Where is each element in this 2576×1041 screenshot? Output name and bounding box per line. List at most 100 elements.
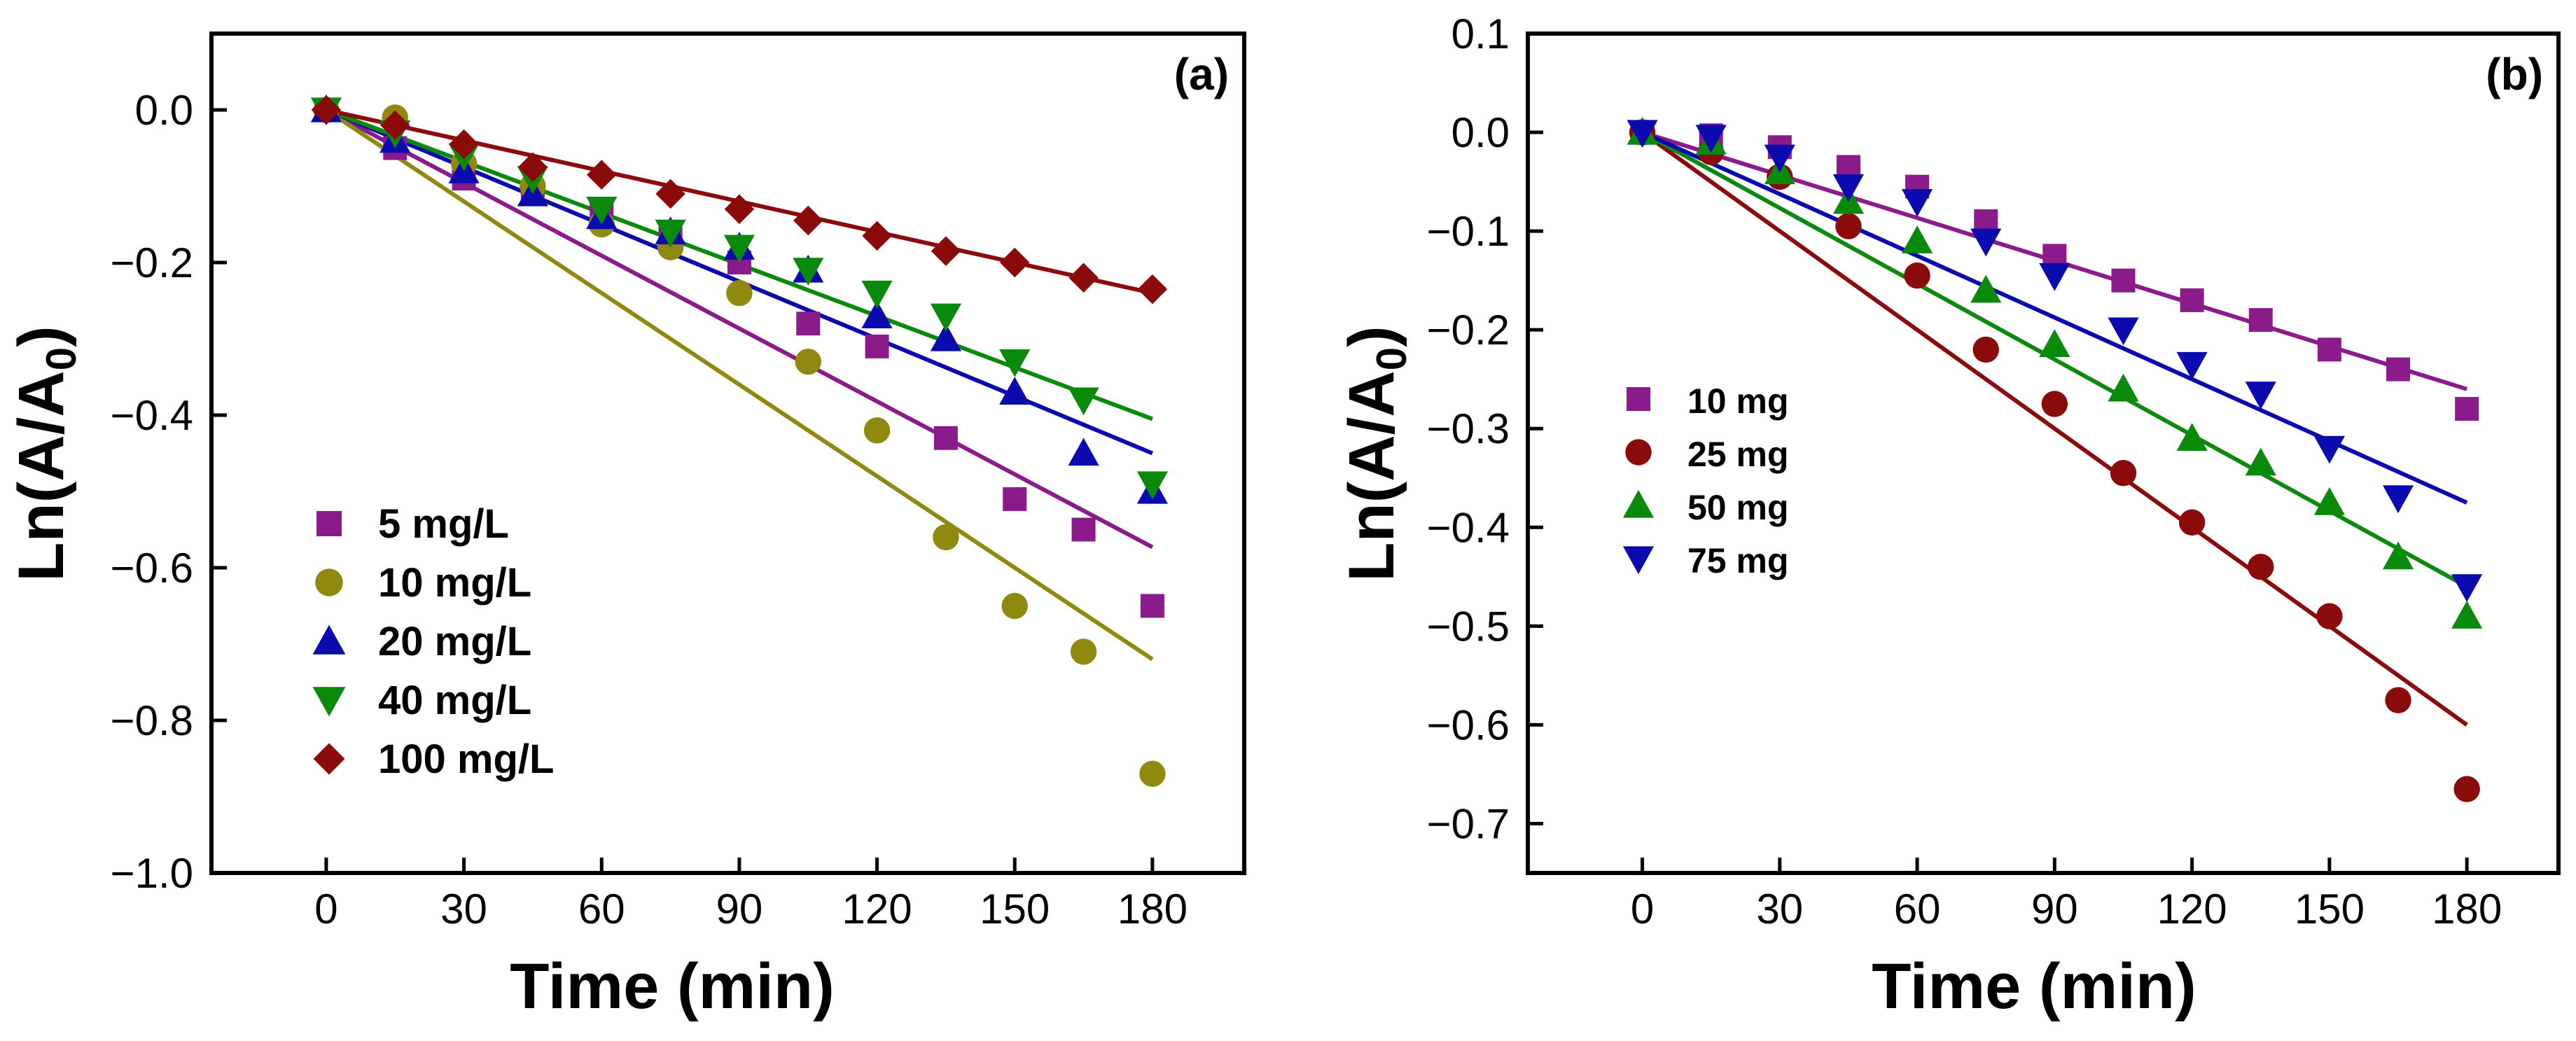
data-point-25-mg (2041, 391, 2068, 417)
y-axis-title-b: Ln(A/A0) (1336, 326, 1415, 582)
legend-label-75-mg: 75 mg (1687, 541, 1789, 580)
data-point-75-mg (2313, 435, 2345, 464)
y-axis-title-a: Ln(A/A0) (6, 326, 85, 582)
data-point-100-mg-l (862, 221, 892, 251)
data-point-10-mg (2386, 357, 2411, 382)
data-point-10-mg-l (1070, 638, 1097, 665)
y-tick-label-b: 0.0 (1451, 109, 1510, 156)
data-point-25-mg (1904, 262, 1930, 289)
data-point-75-mg (2039, 263, 2070, 291)
data-point-100-mg-l (1068, 263, 1099, 293)
x-tick-label-a: 60 (578, 886, 625, 932)
data-point-100-mg-l (655, 179, 685, 209)
x-tick-label-b: 0 (1631, 886, 1654, 932)
data-point-100-mg-l (931, 236, 961, 266)
data-point-25-mg (1835, 213, 1862, 239)
y-tick-label-b: −0.2 (1427, 307, 1510, 354)
data-point-10-mg-l (933, 524, 959, 551)
data-point-50-mg (2382, 541, 2414, 570)
data-point-5-mg-l (796, 312, 821, 336)
data-point-25-mg (2385, 687, 2411, 713)
data-point-25-mg (2178, 509, 2206, 536)
data-point-10-mg-l (863, 417, 891, 444)
legend-label-50-mg: 50 mg (1687, 488, 1789, 527)
data-point-5-mg-l (1140, 594, 1164, 618)
x-tick-label-a: 120 (842, 886, 912, 932)
y-tick-label-a: −0.2 (111, 239, 193, 286)
data-point-10-mg (2455, 397, 2479, 421)
data-point-100-mg-l (793, 205, 823, 236)
data-point-40-mg-l (930, 303, 961, 332)
data-point-25-mg (1972, 336, 1999, 363)
data-point-75-mg (1695, 125, 1727, 153)
data-point-75-mg (2451, 574, 2483, 603)
y-tick-label-b: −0.7 (1427, 800, 1510, 847)
data-point-75-mg (1970, 228, 2002, 257)
data-point-5-mg-l (933, 426, 958, 450)
data-point-40-mg-l (586, 197, 618, 225)
data-point-75-mg (2108, 317, 2139, 346)
legend-marker-5-mg-l (316, 511, 342, 536)
legend-marker-100-mg-l (313, 743, 345, 775)
y-tick-label-a: 0.0 (135, 87, 193, 134)
data-point-50-mg (2451, 601, 2483, 629)
y-tick-label-b: −0.6 (1427, 701, 1510, 748)
y-tick-label-b: −0.1 (1427, 208, 1510, 255)
data-point-25-mg (2248, 554, 2274, 580)
chart-panel-b: 0 30 60 90 120 150 180 0.1 0.0 −0.1 −0.2 −0.3 −0.4 −… (1336, 11, 2561, 1022)
x-tick-label-a: 30 (440, 886, 487, 932)
data-point-20-mg-l (999, 377, 1031, 405)
x-axis-title-b: Time (min) (1872, 951, 2196, 1022)
data-point-50-mg (1970, 274, 2002, 303)
data-point-50-mg (2039, 329, 2070, 358)
data-point-100-mg-l (586, 160, 617, 190)
legend-label-25-mg: 25 mg (1687, 435, 1789, 474)
panel-label-b: (b) (2486, 49, 2543, 99)
panel-label-a: (a) (1174, 49, 1229, 99)
data-point-20-mg-l (930, 323, 961, 351)
legend-marker-40-mg-l (312, 687, 346, 717)
data-point-10-mg-l (795, 349, 821, 375)
fit-line-5-mg-l (325, 108, 1154, 550)
x-tick-label-b: 90 (2031, 886, 2078, 932)
data-point-10-mg (2248, 308, 2273, 333)
y-tick-label-b: −0.3 (1427, 405, 1510, 452)
y-tick-label-b: 0.1 (1451, 11, 1510, 57)
y-tick-label-a: −0.8 (111, 697, 193, 744)
plot-frame-a (209, 32, 1246, 875)
data-point-10-mg (2317, 337, 2341, 362)
data-point-40-mg-l (861, 280, 893, 309)
y-tick-label-a: −1.0 (111, 850, 193, 897)
data-point-10-mg (2180, 288, 2204, 312)
data-point-40-mg-l (793, 258, 824, 286)
data-point-75-mg (2245, 382, 2276, 410)
x-tick-label-a: 90 (716, 886, 763, 932)
fit-line-10-mg-l (325, 108, 1154, 662)
data-point-100-mg-l (1137, 274, 1168, 305)
legend-marker-20-mg-l (312, 624, 346, 655)
legend-marker-10-mg-l (315, 568, 343, 596)
legend-marker-50-mg (1622, 489, 1655, 518)
data-point-75-mg (1832, 174, 1865, 202)
legend-label-5-mg-l: 5 mg/L (378, 501, 509, 547)
data-point-100-mg-l (311, 95, 342, 125)
data-point-40-mg-l (1068, 387, 1099, 416)
data-point-75-mg (1627, 120, 1658, 148)
legend-marker-75-mg (1622, 546, 1655, 575)
x-tick-label-b: 180 (2432, 886, 2502, 932)
legend-label-20-mg-l: 20 mg/L (378, 619, 531, 664)
data-point-25-mg (2453, 776, 2480, 802)
legend-label-40-mg-l: 40 mg/L (378, 678, 531, 723)
legend-marker-25-mg (1625, 439, 1652, 466)
chart-panel-a: 0 30 60 90 120 150 180 0.0 −0.2 −0.4 −0.6 −0.8 −1.0… (6, 32, 1246, 1022)
y-tick-label-b: −0.5 (1427, 603, 1510, 650)
data-point-50-mg (2176, 423, 2208, 452)
data-point-25-mg (2316, 603, 2343, 629)
x-tick-label-b: 150 (2295, 886, 2365, 932)
x-axis-title-a: Time (min) (510, 951, 834, 1022)
data-point-75-mg (2382, 485, 2414, 514)
legend-marker-10-mg (1627, 387, 1650, 411)
data-point-50-mg (2245, 447, 2276, 476)
data-point-50-mg (2313, 487, 2345, 515)
